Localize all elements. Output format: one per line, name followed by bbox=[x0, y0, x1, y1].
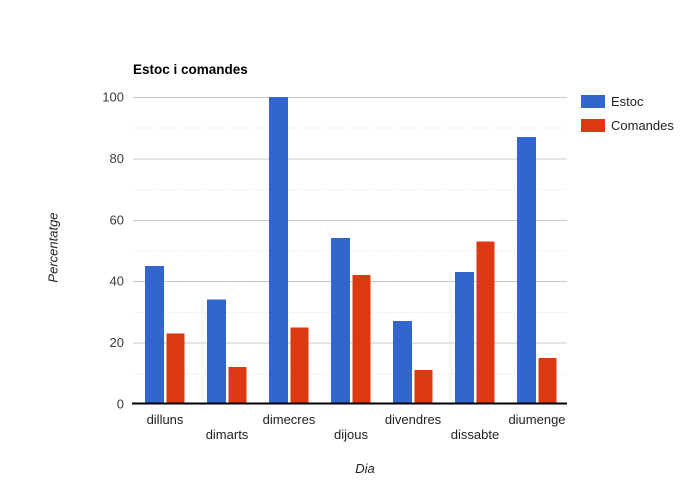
legend-item-comandes[interactable]: Comandes bbox=[581, 118, 674, 133]
x-category-label-diumenge: diumenge bbox=[508, 412, 565, 427]
y-tick-labels: 0 20 40 60 80 100 bbox=[102, 90, 124, 412]
x-category-label-dilluns: dilluns bbox=[147, 412, 184, 427]
y-tick-label-100: 100 bbox=[102, 90, 124, 105]
y-tick-label-0: 0 bbox=[117, 397, 124, 412]
bar-estoc-divendres[interactable] bbox=[393, 321, 413, 404]
bar-estoc-dilluns[interactable] bbox=[145, 265, 165, 405]
bar-estoc-dimarts[interactable] bbox=[207, 299, 227, 404]
legend-label-comandes: Comandes bbox=[611, 118, 674, 133]
bar-comandes-diumenge[interactable] bbox=[538, 357, 557, 404]
x-category-labels: dilluns dimarts dimecres dijous divendres dis… bbox=[147, 412, 566, 442]
legend-swatch-comandes bbox=[581, 119, 605, 132]
y-tick-label-40: 40 bbox=[110, 274, 124, 289]
legend-item-estoc[interactable]: Estoc bbox=[581, 94, 674, 109]
bar-comandes-dimecres[interactable] bbox=[290, 327, 309, 405]
bar-estoc-dimecres[interactable] bbox=[269, 97, 289, 404]
y-tick-label-80: 80 bbox=[110, 151, 124, 166]
chart-title: Estoc i comandes bbox=[133, 62, 248, 77]
bar-comandes-dilluns[interactable] bbox=[166, 333, 185, 404]
y-tick-label-60: 60 bbox=[110, 212, 124, 227]
bar-comandes-dijous[interactable] bbox=[352, 275, 371, 404]
x-category-label-dimecres: dimecres bbox=[263, 412, 316, 427]
y-tick-label-20: 20 bbox=[110, 335, 124, 350]
bar-estoc-diumenge[interactable] bbox=[517, 136, 537, 404]
bar-estoc-dijous[interactable] bbox=[331, 238, 351, 404]
bars bbox=[145, 97, 557, 405]
bar-comandes-dimarts[interactable] bbox=[228, 367, 247, 404]
legend: Estoc Comandes bbox=[581, 94, 674, 142]
x-category-label-dissabte: dissabte bbox=[451, 427, 499, 442]
x-category-label-divendres: divendres bbox=[385, 412, 442, 427]
legend-swatch-estoc bbox=[581, 95, 605, 108]
legend-label-estoc: Estoc bbox=[611, 94, 644, 109]
bar-comandes-dissabte[interactable] bbox=[476, 241, 495, 404]
x-category-label-dijous: dijous bbox=[334, 427, 368, 442]
x-axis-title: Dia bbox=[355, 461, 375, 476]
bar-comandes-divendres[interactable] bbox=[414, 370, 433, 404]
x-category-label-dimarts: dimarts bbox=[206, 427, 249, 442]
y-axis-title: Percentatge bbox=[45, 212, 61, 283]
bar-estoc-dissabte[interactable] bbox=[455, 272, 475, 404]
